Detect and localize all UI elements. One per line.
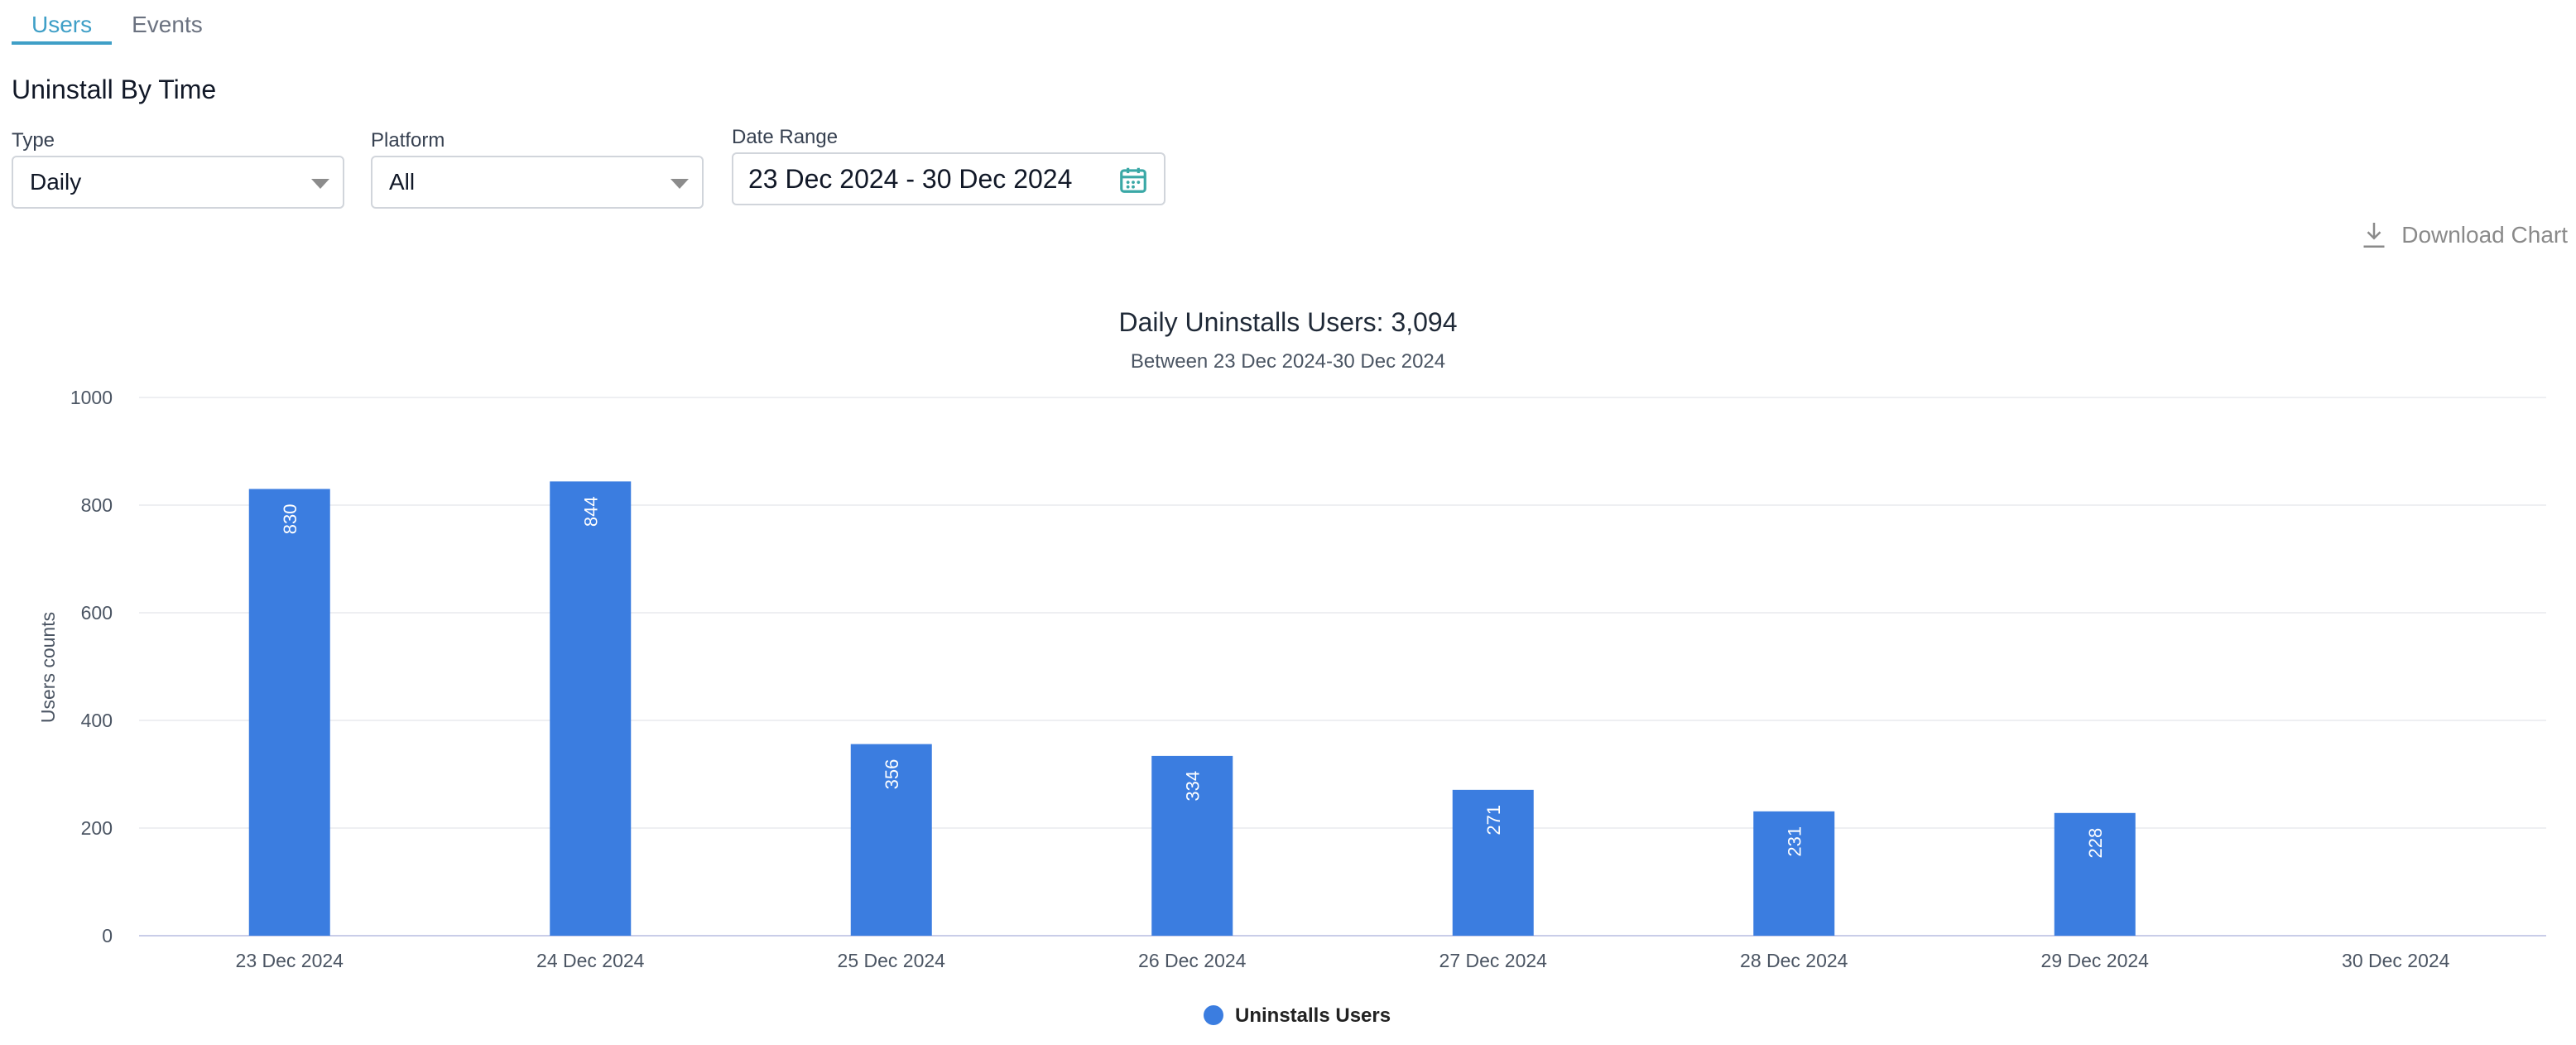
platform-label: Platform bbox=[371, 129, 445, 152]
x-tick-label: 25 Dec 2024 bbox=[838, 950, 946, 971]
type-select[interactable]: Daily bbox=[12, 156, 344, 209]
legend-marker bbox=[1204, 1005, 1223, 1025]
x-tick-label: 23 Dec 2024 bbox=[236, 950, 344, 971]
calendar-icon[interactable] bbox=[1117, 164, 1149, 195]
type-select-value: Daily bbox=[30, 169, 82, 195]
x-tick-label: 29 Dec 2024 bbox=[2041, 950, 2150, 971]
chart-subtitle: Between 23 Dec 2024-30 Dec 2024 bbox=[1131, 350, 1445, 373]
x-tick-label: 30 Dec 2024 bbox=[2342, 950, 2450, 971]
date-range-picker[interactable]: 23 Dec 2024 - 30 Dec 2024 bbox=[732, 152, 1165, 205]
type-label: Type bbox=[12, 129, 55, 152]
bar[interactable] bbox=[850, 744, 932, 936]
bar-value-label: 231 bbox=[1784, 826, 1805, 857]
download-icon bbox=[2363, 223, 2385, 248]
page-title: Uninstall By Time bbox=[12, 75, 217, 104]
bar-value-label: 830 bbox=[280, 504, 300, 535]
x-tick-label: 28 Dec 2024 bbox=[1740, 950, 1848, 971]
x-tick-label: 26 Dec 2024 bbox=[1138, 950, 1247, 971]
bar-value-label: 271 bbox=[1483, 805, 1504, 836]
platform-select[interactable]: All bbox=[371, 156, 704, 209]
download-chart-button[interactable]: Download Chart bbox=[2362, 220, 2568, 250]
y-tick-label: 600 bbox=[81, 602, 113, 624]
x-tick-label: 24 Dec 2024 bbox=[536, 950, 645, 971]
chevron-down-icon bbox=[670, 179, 689, 189]
bar-value-label: 334 bbox=[1182, 771, 1203, 802]
bar-value-label: 228 bbox=[2085, 828, 2106, 859]
chart-title: Daily Uninstalls Users: 3,094 bbox=[1118, 307, 1457, 337]
bar[interactable] bbox=[2054, 812, 2136, 936]
platform-select-value: All bbox=[389, 169, 416, 195]
x-tick-label: 27 Dec 2024 bbox=[1439, 950, 1548, 971]
legend-label: Uninstalls Users bbox=[1235, 1004, 1391, 1027]
tab-events[interactable]: Events bbox=[132, 12, 203, 37]
tab-bar: Users Events bbox=[12, 0, 223, 58]
y-tick-label: 0 bbox=[102, 925, 113, 946]
bar[interactable] bbox=[1452, 789, 1534, 936]
bar[interactable] bbox=[550, 481, 632, 936]
y-tick-label: 1000 bbox=[70, 387, 113, 408]
y-tick-label: 200 bbox=[81, 817, 113, 839]
date-range-value: 23 Dec 2024 - 30 Dec 2024 bbox=[748, 163, 1073, 194]
bar-value-label: 844 bbox=[580, 496, 601, 527]
bar[interactable] bbox=[248, 489, 330, 937]
bar[interactable] bbox=[1151, 755, 1233, 936]
y-tick-label: 400 bbox=[81, 710, 113, 731]
y-tick-label: 800 bbox=[81, 494, 113, 516]
tab-users[interactable]: Users bbox=[12, 0, 113, 45]
bar-value-label: 356 bbox=[882, 759, 902, 790]
chevron-down-icon bbox=[311, 179, 329, 189]
bar[interactable] bbox=[1753, 811, 1835, 936]
download-chart-label: Download Chart bbox=[2401, 222, 2568, 248]
chart-legend[interactable]: Uninstalls Users bbox=[1204, 1004, 1391, 1027]
date-range-label: Date Range bbox=[732, 126, 839, 148]
bar-chart: Daily Uninstalls Users: 3,094 Between 23… bbox=[37, 307, 2546, 1027]
y-axis-title: Users counts bbox=[37, 612, 59, 723]
